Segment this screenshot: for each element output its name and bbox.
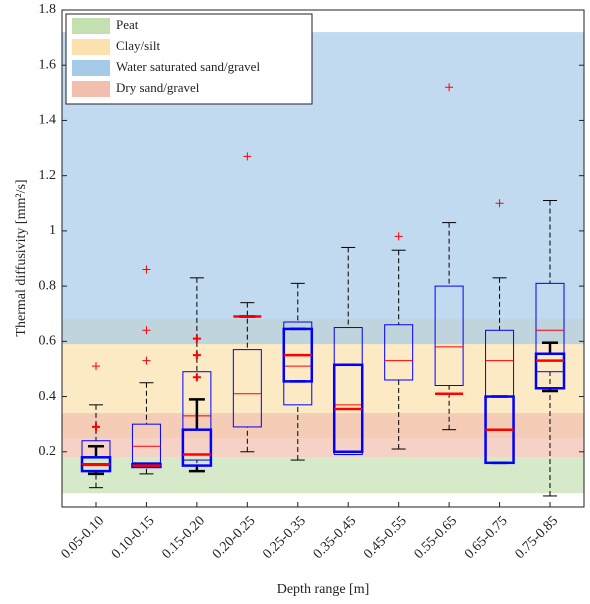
x-tick-label: 0.10-0.15 bbox=[109, 513, 158, 562]
x-tick-label: 0.55-0.65 bbox=[412, 513, 461, 562]
box-group bbox=[232, 152, 262, 453]
legend-label: Clay/silt bbox=[116, 38, 160, 53]
box bbox=[434, 285, 464, 387]
y-tick-label: 0.8 bbox=[39, 278, 57, 293]
outlier bbox=[92, 362, 100, 371]
outlier bbox=[142, 356, 151, 365]
outlier bbox=[142, 326, 151, 335]
y-axis-label: Thermal diffusivity [mm²/s] bbox=[14, 179, 29, 336]
y-tick-label: 0.6 bbox=[39, 334, 57, 349]
y-tick-label: 0.2 bbox=[39, 444, 57, 459]
box-group bbox=[282, 327, 314, 383]
y-tick-label: 1.6 bbox=[39, 57, 57, 72]
plot-frame bbox=[61, 9, 585, 508]
y-tick-label: 0.4 bbox=[39, 389, 57, 404]
x-axis-label: Depth range [m] bbox=[277, 582, 370, 597]
box bbox=[384, 324, 414, 381]
legend-swatch bbox=[72, 81, 110, 97]
x-tick-label: 0.15-0.20 bbox=[159, 513, 208, 562]
box bbox=[535, 282, 565, 373]
y-tick-label: 1.4 bbox=[39, 113, 57, 128]
box-group bbox=[332, 363, 364, 454]
box bbox=[534, 352, 566, 390]
box-group bbox=[80, 422, 112, 476]
legend-swatch bbox=[72, 18, 110, 34]
box-group bbox=[181, 334, 213, 473]
y-tick-label: 1.2 bbox=[39, 168, 57, 183]
x-tick-label: 0.05-0.10 bbox=[59, 513, 108, 562]
legend-label: Water saturated sand/gravel bbox=[116, 59, 260, 74]
y-tick-label: 1.8 bbox=[39, 2, 57, 17]
box-group bbox=[484, 395, 515, 465]
box-group bbox=[534, 341, 566, 393]
x-tick-label: 0.75-0.85 bbox=[513, 513, 562, 562]
outlier bbox=[92, 422, 100, 431]
outlier bbox=[192, 334, 201, 343]
box-group bbox=[384, 232, 414, 450]
outlier bbox=[243, 152, 252, 161]
outlier bbox=[394, 232, 403, 241]
outlier bbox=[142, 265, 151, 274]
outlier bbox=[445, 83, 454, 92]
outlier bbox=[495, 199, 504, 208]
legend-label: Dry sand/gravel bbox=[116, 80, 200, 95]
x-tick-label: 0.45-0.55 bbox=[361, 513, 410, 562]
box bbox=[131, 423, 161, 464]
box bbox=[232, 349, 262, 428]
box-group bbox=[131, 462, 162, 469]
x-tick-label: 0.65-0.75 bbox=[462, 513, 511, 562]
band bbox=[62, 413, 584, 458]
y-tick-label: 1 bbox=[49, 223, 56, 238]
x-tick-label: 0.35-0.45 bbox=[311, 513, 360, 562]
legend-label: Peat bbox=[116, 17, 139, 32]
outlier bbox=[192, 351, 201, 360]
box bbox=[181, 428, 213, 467]
x-tick-label: 0.25-0.35 bbox=[260, 513, 309, 562]
legend: Peat Clay/silt Water saturated sand/gravel… bbox=[65, 13, 313, 105]
legend-swatch bbox=[72, 60, 110, 76]
box-group bbox=[535, 200, 565, 497]
x-tick-label: 0.20-0.25 bbox=[210, 513, 259, 562]
outlier bbox=[192, 373, 201, 382]
legend-swatch bbox=[72, 39, 110, 55]
